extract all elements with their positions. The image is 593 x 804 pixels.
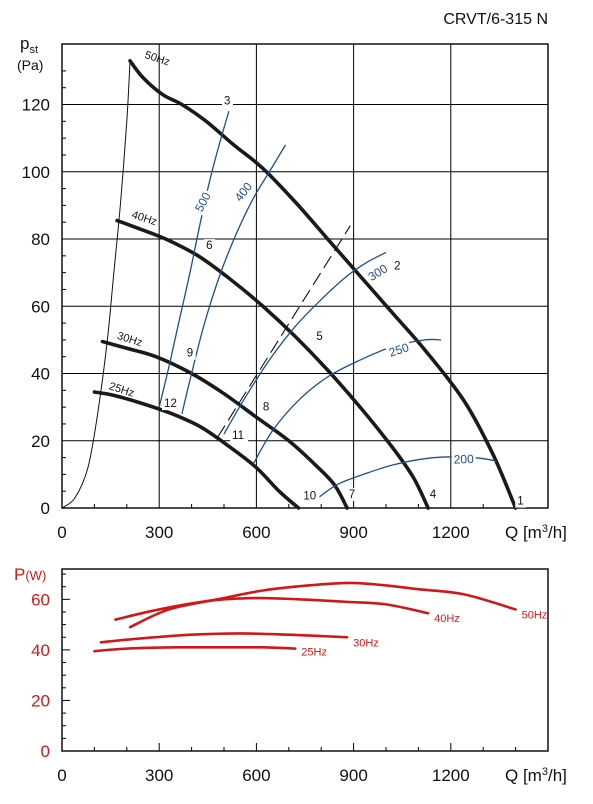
system-label-bg [363,259,392,285]
y-tick-label: 80 [31,230,50,249]
power-y-tick-label: 60 [31,590,50,609]
operating-point-label: 10 [303,491,316,503]
pressure-axis-label: pst [20,34,38,56]
x-tick-label: 300 [145,523,173,542]
operating-point-label: 4 [430,489,437,501]
operating-point-label: 7 [349,489,355,501]
point-label-bg [230,429,249,443]
pressure-x-axis-label: Q [m3/h] [505,523,567,542]
fan-curve-40Hz [115,218,430,510]
point-label-bg [184,346,196,360]
y-tick-label: 20 [31,432,50,451]
power-curve-25Hz [93,645,297,653]
pressure-x-label-superscript: 3 [542,523,548,535]
operating-point-label: 5 [316,331,322,343]
pressure-x-label-suffix: /h] [548,523,567,542]
point-label-bg [314,329,326,343]
power-y-tick-label: 40 [31,641,50,660]
system-curve-250 [252,338,442,465]
system-label-bg [229,177,256,206]
pressure-axis-unit: (Pa) [17,57,43,73]
point-label-bg [427,487,439,501]
y-tick-label: 100 [22,163,50,182]
pressure-x-label-text: Q [m [505,523,542,542]
system-curve-300 [223,251,387,435]
power-axis-label: P(W) [14,565,46,584]
operating-point-label: 12 [164,398,177,410]
operating-point-label: 8 [263,401,269,413]
dashed-line [217,225,351,438]
system-curve-400 [181,144,287,415]
power-x-tick-label: 600 [242,766,270,785]
envelope-line [61,60,131,509]
fan-curve-50Hz [128,59,518,510]
pressure-axis-symbol: p [20,34,29,53]
point-label-bg [222,94,233,108]
power-curve-label: 30Hz [353,637,379,649]
operating-point-label: 6 [206,240,212,252]
operating-point-label: 9 [187,348,193,360]
operating-point-label: 11 [232,430,244,442]
point-label-bg [392,259,404,273]
x-tick-label: 600 [242,523,270,542]
y-tick-label: 120 [22,96,50,115]
power-x-axis-label: Q [m3/h] [505,766,567,785]
power-x-label-suffix: /h] [548,766,567,785]
fan-curve-25Hz [92,390,301,510]
system-curve-label: 200 [454,452,475,467]
power-x-tick-label: 0 [57,766,66,785]
operating-point-label: 1 [517,496,523,508]
x-tick-label: 0 [57,523,66,542]
system-label-bg [451,450,476,466]
power-curve-label: 25Hz [301,647,327,659]
system-curve-500 [158,111,230,408]
x-tick-label: 1200 [432,523,470,542]
system-label-bg [385,338,413,360]
x-tick-label: 900 [339,523,367,542]
power-axis-unit: (W) [25,568,46,583]
point-label-bg [162,397,181,411]
system-curve-label: 250 [387,340,411,360]
operating-point-label: 3 [224,96,230,108]
power-curve-label: 50Hz [522,609,548,621]
power-x-tick-label: 1200 [432,766,470,785]
power-x-tick-label: 300 [145,766,173,785]
power-curve-30Hz [99,632,349,644]
system-label-bg [190,187,214,216]
chart-title: CRVT/6-315 N [443,11,548,28]
power-plot-frame [61,568,549,752]
pressure-axis-subscript: st [29,44,38,56]
power-curve-label: 40Hz [434,613,460,625]
point-label-bg [346,487,358,501]
fan-curve-30Hz [100,339,349,510]
point-label-bg [260,400,272,414]
power-curve-40Hz [114,596,430,621]
point-label-bg [515,494,527,508]
point-label-bg [204,239,216,253]
y-tick-label: 60 [31,297,50,316]
power-y-tick-label: 20 [31,691,50,710]
operating-point-label: 2 [394,260,400,272]
power-x-tick-label: 900 [339,766,367,785]
point-label-bg [301,489,320,503]
y-tick-label: 40 [31,365,50,384]
y-tick-label: 0 [41,499,50,518]
power-y-tick-label: 0 [41,742,50,761]
power-axis-symbol: P [14,565,25,584]
plot-frame [61,43,549,509]
power-x-label-text: Q [m [505,766,542,785]
power-x-label-superscript: 3 [542,766,548,778]
fan-curve-label: 50Hz [143,49,171,68]
